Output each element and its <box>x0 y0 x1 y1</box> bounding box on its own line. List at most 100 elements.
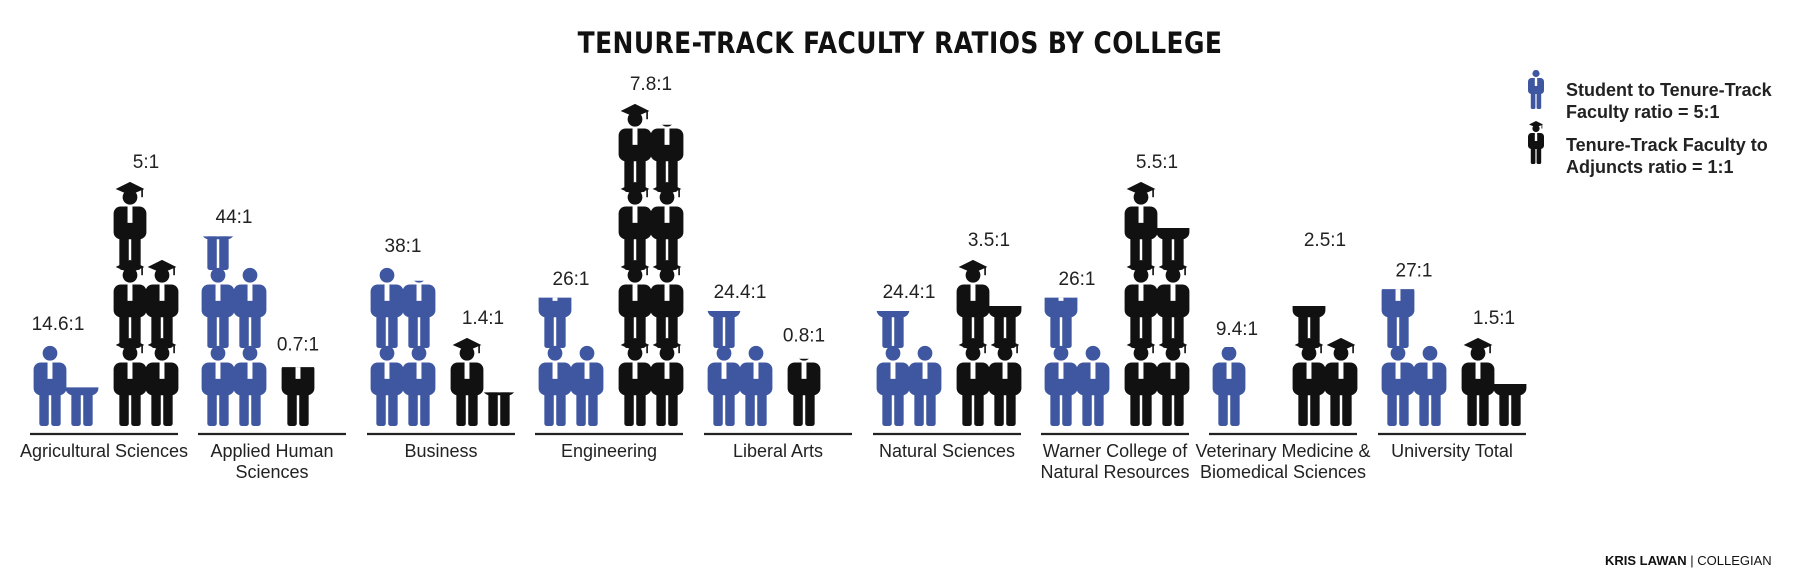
student-figure <box>1044 297 1078 348</box>
student-figure <box>33 345 67 426</box>
faculty-ratio-label: 1.4:1 <box>462 308 504 329</box>
college-group: 38:1 1.4:1 Business <box>367 236 515 461</box>
student-figure <box>1212 346 1246 426</box>
student-figure <box>876 345 910 426</box>
category-label: Sciences <box>235 462 308 482</box>
faculty-figure <box>956 259 990 348</box>
student-figure <box>1044 345 1078 426</box>
college-group: 14.6:1 5:1 Agricultural Sciences <box>20 152 188 461</box>
student-ratio-label: 24.4:1 <box>714 282 767 303</box>
student-figure <box>1413 345 1447 426</box>
category-label: Liberal Arts <box>733 441 823 461</box>
faculty-figure <box>113 181 147 270</box>
student-figure <box>908 345 942 426</box>
student-figure <box>402 345 436 426</box>
faculty-ratio-label: 7.8:1 <box>630 74 672 95</box>
faculty-figure <box>988 337 1022 426</box>
student-figure <box>1381 345 1415 426</box>
legend-student-text: Student to Tenure-Track Faculty ratio = … <box>1566 80 1772 122</box>
student-figure <box>707 345 741 426</box>
faculty-figure <box>787 358 821 426</box>
category-label: Veterinary Medicine & <box>1195 441 1370 461</box>
category-label: Natural Sciences <box>879 441 1015 461</box>
faculty-ratio-label: 1.5:1 <box>1473 308 1515 329</box>
faculty-figure <box>1124 259 1158 348</box>
faculty-figure <box>450 337 484 426</box>
faculty-figure <box>1124 181 1158 270</box>
college-group: 26:1 7.8:1 Engineering <box>535 74 684 461</box>
faculty-figure <box>650 337 684 426</box>
faculty-ratio-label: 0.7:1 <box>277 334 319 355</box>
college-group: 24.4:1 3.5:1 Natural Sciences <box>873 230 1022 461</box>
faculty-ratio-label: 0.8:1 <box>783 326 825 347</box>
faculty-ratio-label: 5.5:1 <box>1136 152 1178 173</box>
faculty-figure <box>145 337 179 426</box>
faculty-figure <box>618 103 652 192</box>
faculty-figure <box>113 337 147 426</box>
student-figure <box>233 345 267 426</box>
faculty-figure <box>1324 337 1358 426</box>
faculty-ratio-label: 3.5:1 <box>968 230 1010 251</box>
student-ratio-label: 27:1 <box>1396 261 1433 282</box>
student-figure <box>65 387 99 426</box>
category-label: Warner College of <box>1043 441 1188 461</box>
faculty-figure <box>650 259 684 348</box>
student-ratio-label: 9.4:1 <box>1216 319 1258 340</box>
student-figure <box>570 345 604 426</box>
student-ratio-label: 14.6:1 <box>32 314 85 335</box>
faculty-figure <box>1156 259 1190 348</box>
category-label: Agricultural Sciences <box>20 441 188 461</box>
student-figure <box>201 345 235 426</box>
student-figure <box>876 311 910 348</box>
faculty-figure <box>1292 305 1326 348</box>
student-ratio-label: 26:1 <box>1059 269 1096 290</box>
student-ratio-label: 38:1 <box>385 236 422 257</box>
legend-student-icon <box>1528 69 1544 109</box>
student-figure <box>538 345 572 426</box>
faculty-figure <box>1124 337 1158 426</box>
faculty-figure <box>1292 337 1326 426</box>
faculty-figure <box>113 259 147 348</box>
faculty-figure <box>618 337 652 426</box>
faculty-figure <box>1461 337 1495 426</box>
faculty-figure <box>650 124 684 192</box>
chart-title: TENURE-TRACK FACULTY RATIOS BY COLLEGE <box>577 26 1223 60</box>
faculty-figure <box>281 367 315 426</box>
faculty-figure <box>145 259 179 348</box>
credit-author: KRIS LAWAN <box>1605 553 1687 568</box>
category-label: Biomedical Sciences <box>1200 462 1366 482</box>
student-figure <box>201 267 235 348</box>
faculty-figure <box>1493 383 1527 426</box>
college-group: 9.4:1 2.5:1 Veterinary Medicine &Biomedica… <box>1195 230 1370 482</box>
faculty-figure <box>618 259 652 348</box>
student-figure <box>707 311 741 348</box>
student-figure <box>402 280 436 348</box>
faculty-figure <box>956 337 990 426</box>
faculty-figure <box>1156 337 1190 426</box>
college-group: 24.4:1 0.8:1 Liberal Arts <box>704 282 852 461</box>
faculty-figure <box>1156 227 1190 270</box>
student-ratio-label: 26:1 <box>553 269 590 290</box>
student-figure <box>1381 289 1415 348</box>
credit-outlet: COLLEGIAN <box>1697 553 1772 568</box>
legend-faculty-text: Tenure-Track Faculty to Adjuncts ratio =… <box>1566 135 1768 177</box>
faculty-figure <box>618 181 652 270</box>
student-figure <box>233 267 267 348</box>
faculty-ratio-label: 5:1 <box>133 152 159 173</box>
category-label: Business <box>404 441 477 461</box>
faculty-figure <box>650 181 684 270</box>
student-ratio-label: 44:1 <box>216 207 253 228</box>
faculty-ratio-label: 2.5:1 <box>1304 230 1346 251</box>
student-figure <box>739 345 773 426</box>
credit-line: KRIS LAWAN | COLLEGIAN <box>1605 553 1772 568</box>
category-label: Natural Resources <box>1040 462 1189 482</box>
category-label: Applied Human <box>210 441 333 461</box>
category-label: University Total <box>1391 441 1513 461</box>
legend-faculty-icon <box>1528 121 1544 164</box>
college-group: 27:1 1.5:1 University Total <box>1378 261 1527 461</box>
student-ratio-label: 24.4:1 <box>883 282 936 303</box>
student-figure <box>538 297 572 348</box>
